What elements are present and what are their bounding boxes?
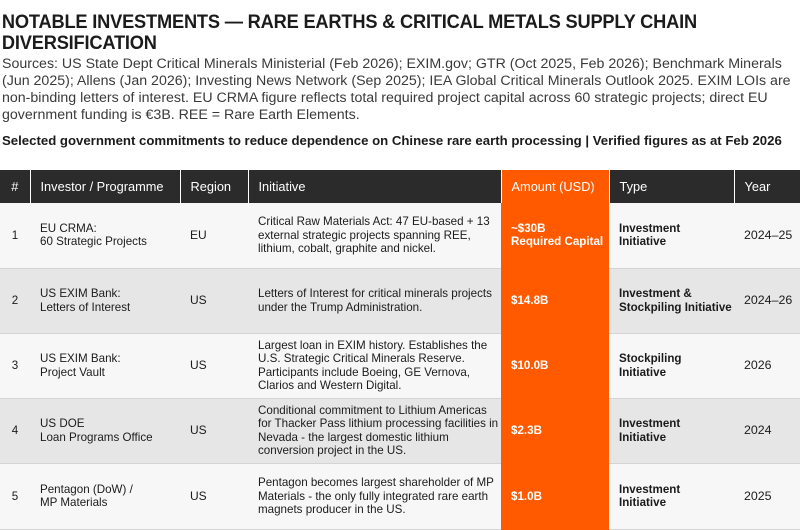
table-row: 4 US DOE Loan Programs Office US Conditi…: [0, 398, 800, 464]
row-investor: EU CRMA: 60 Strategic Projects: [30, 203, 180, 269]
row-number: 3: [0, 333, 30, 399]
type-line: Investment: [619, 482, 681, 496]
header-amount: Amount (USD): [501, 170, 610, 203]
type-line: Initiative: [619, 365, 667, 379]
row-region: US: [180, 398, 248, 464]
investor-line: Letters of Interest: [40, 300, 131, 314]
row-initiative: Largest loan in EXIM history. Establishe…: [248, 333, 501, 399]
table-subtitle: Selected government commitments to reduc…: [2, 133, 782, 148]
type-line: Investment: [619, 417, 681, 431]
row-initiative: Pentagon becomes largest shareholder of …: [248, 463, 501, 530]
amount-line: $10.0B: [511, 358, 549, 372]
row-investor: US DOE Loan Programs Office: [30, 398, 180, 464]
investor-line: Loan Programs Office: [40, 430, 153, 444]
investor-line: EU CRMA:: [40, 221, 97, 235]
row-amount: ~$30B Required Capital: [501, 203, 609, 269]
row-year: 2024–25: [734, 203, 800, 269]
row-year: 2026: [734, 333, 800, 399]
row-amount: $1.0B: [501, 463, 609, 530]
header-year: Year: [734, 170, 800, 203]
investor-line: Project Vault: [40, 365, 105, 379]
type-line: Initiative: [619, 235, 667, 249]
table-row: 5 Pentagon (DoW) / MP Materials US Penta…: [0, 463, 800, 530]
row-number: 1: [0, 203, 30, 269]
table-row: 1 EU CRMA: 60 Strategic Projects EU Crit…: [0, 203, 800, 269]
row-type: Investment & Stockpiling Initiative: [609, 268, 734, 334]
amount-line: $14.8B: [511, 293, 549, 307]
row-number: 2: [0, 268, 30, 334]
page-title: NOTABLE INVESTMENTS — RARE EARTHS & CRIT…: [1, 12, 697, 54]
amount-line: $1.0B: [511, 489, 542, 503]
row-investor: US EXIM Bank: Letters of Interest: [30, 268, 180, 334]
investor-line: US EXIM Bank:: [40, 287, 121, 301]
row-initiative: Conditional commitment to Lithium Americ…: [248, 398, 501, 464]
row-type: Investment Initiative: [609, 398, 734, 464]
header-type: Type: [609, 170, 735, 203]
row-year: 2025: [734, 463, 800, 530]
header-investor: Investor / Programme: [30, 170, 181, 203]
header-initiative: Initiative: [248, 170, 502, 203]
amount-line: $2.3B: [511, 424, 542, 438]
row-region: US: [180, 333, 248, 399]
table-row: 2 US EXIM Bank: Letters of Interest US L…: [0, 268, 800, 334]
table-header-row: # Investor / Programme Region Initiative…: [0, 170, 800, 203]
row-amount: $2.3B: [501, 398, 609, 464]
row-investor: Pentagon (DoW) / MP Materials: [30, 463, 180, 530]
amount-line: Required Capital: [511, 235, 604, 249]
type-line: Initiative: [619, 430, 667, 444]
row-number: 5: [0, 463, 30, 530]
row-amount: $10.0B: [501, 333, 609, 399]
row-type: Stockpiling Initiative: [609, 333, 734, 399]
row-investor: US EXIM Bank: Project Vault: [30, 333, 180, 399]
sources-note: Sources: US State Dept Critical Minerals…: [2, 56, 791, 123]
type-line: Initiative: [619, 496, 667, 510]
investor-line: US DOE: [40, 417, 85, 431]
type-line: Investment &: [619, 287, 692, 301]
header-number: #: [0, 170, 31, 203]
row-type: Investment Initiative: [609, 463, 734, 530]
investor-line: Pentagon (DoW) /: [40, 482, 133, 496]
table-row: 3 US EXIM Bank: Project Vault US Largest…: [0, 333, 800, 399]
row-region: US: [180, 268, 248, 334]
type-line: Stockpiling: [619, 352, 682, 366]
investor-line: MP Materials: [40, 496, 108, 510]
row-region: US: [180, 463, 248, 530]
row-type: Investment Initiative: [609, 203, 734, 269]
investor-line: 60 Strategic Projects: [40, 235, 147, 249]
investments-table: # Investor / Programme Region Initiative…: [0, 170, 800, 530]
row-initiative: Letters of Interest for critical mineral…: [248, 268, 501, 334]
type-line: Stockpiling Initiative: [619, 300, 732, 314]
row-year: 2024–26: [734, 268, 800, 334]
type-line: Investment: [619, 221, 681, 235]
amount-line: ~$30B: [511, 221, 546, 235]
row-year: 2024: [734, 398, 800, 464]
row-initiative: Critical Raw Materials Act: 47 EU-based …: [248, 203, 501, 269]
row-region: EU: [180, 203, 248, 269]
row-number: 4: [0, 398, 30, 464]
row-amount: $14.8B: [501, 268, 609, 334]
investor-line: US EXIM Bank:: [40, 352, 121, 366]
header-region: Region: [180, 170, 249, 203]
